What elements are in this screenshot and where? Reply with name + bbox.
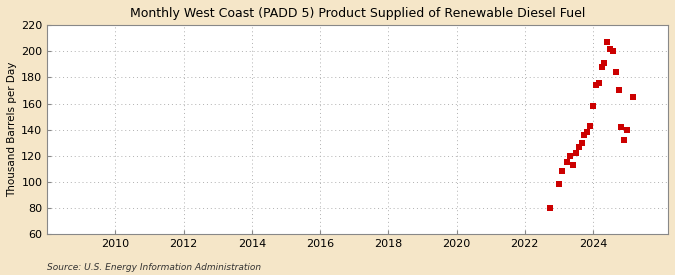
Point [545, 206, 556, 210]
Title: Monthly West Coast (PADD 5) Product Supplied of Renewable Diesel Fuel: Monthly West Coast (PADD 5) Product Supp… [130, 7, 585, 20]
Point [579, 133, 590, 137]
Point [602, 40, 613, 45]
Point [588, 104, 599, 108]
Point [591, 83, 601, 87]
Y-axis label: Thousand Barrels per Day: Thousand Barrels per Day [7, 62, 17, 197]
Point [613, 88, 624, 93]
Point [582, 130, 593, 134]
Point [599, 61, 610, 65]
Point [570, 151, 581, 155]
Point [596, 65, 607, 69]
Point [619, 138, 630, 142]
Point [610, 70, 621, 75]
Point [562, 160, 573, 164]
Point [568, 163, 578, 167]
Point [593, 81, 604, 85]
Point [622, 127, 632, 132]
Text: Source: U.S. Energy Information Administration: Source: U.S. Energy Information Administ… [47, 263, 261, 272]
Point [616, 125, 627, 129]
Point [554, 182, 564, 186]
Point [608, 49, 618, 54]
Point [556, 169, 567, 174]
Point [576, 141, 587, 145]
Point [573, 144, 584, 149]
Point [565, 153, 576, 158]
Point [585, 123, 595, 128]
Point [628, 95, 639, 99]
Point [605, 46, 616, 51]
